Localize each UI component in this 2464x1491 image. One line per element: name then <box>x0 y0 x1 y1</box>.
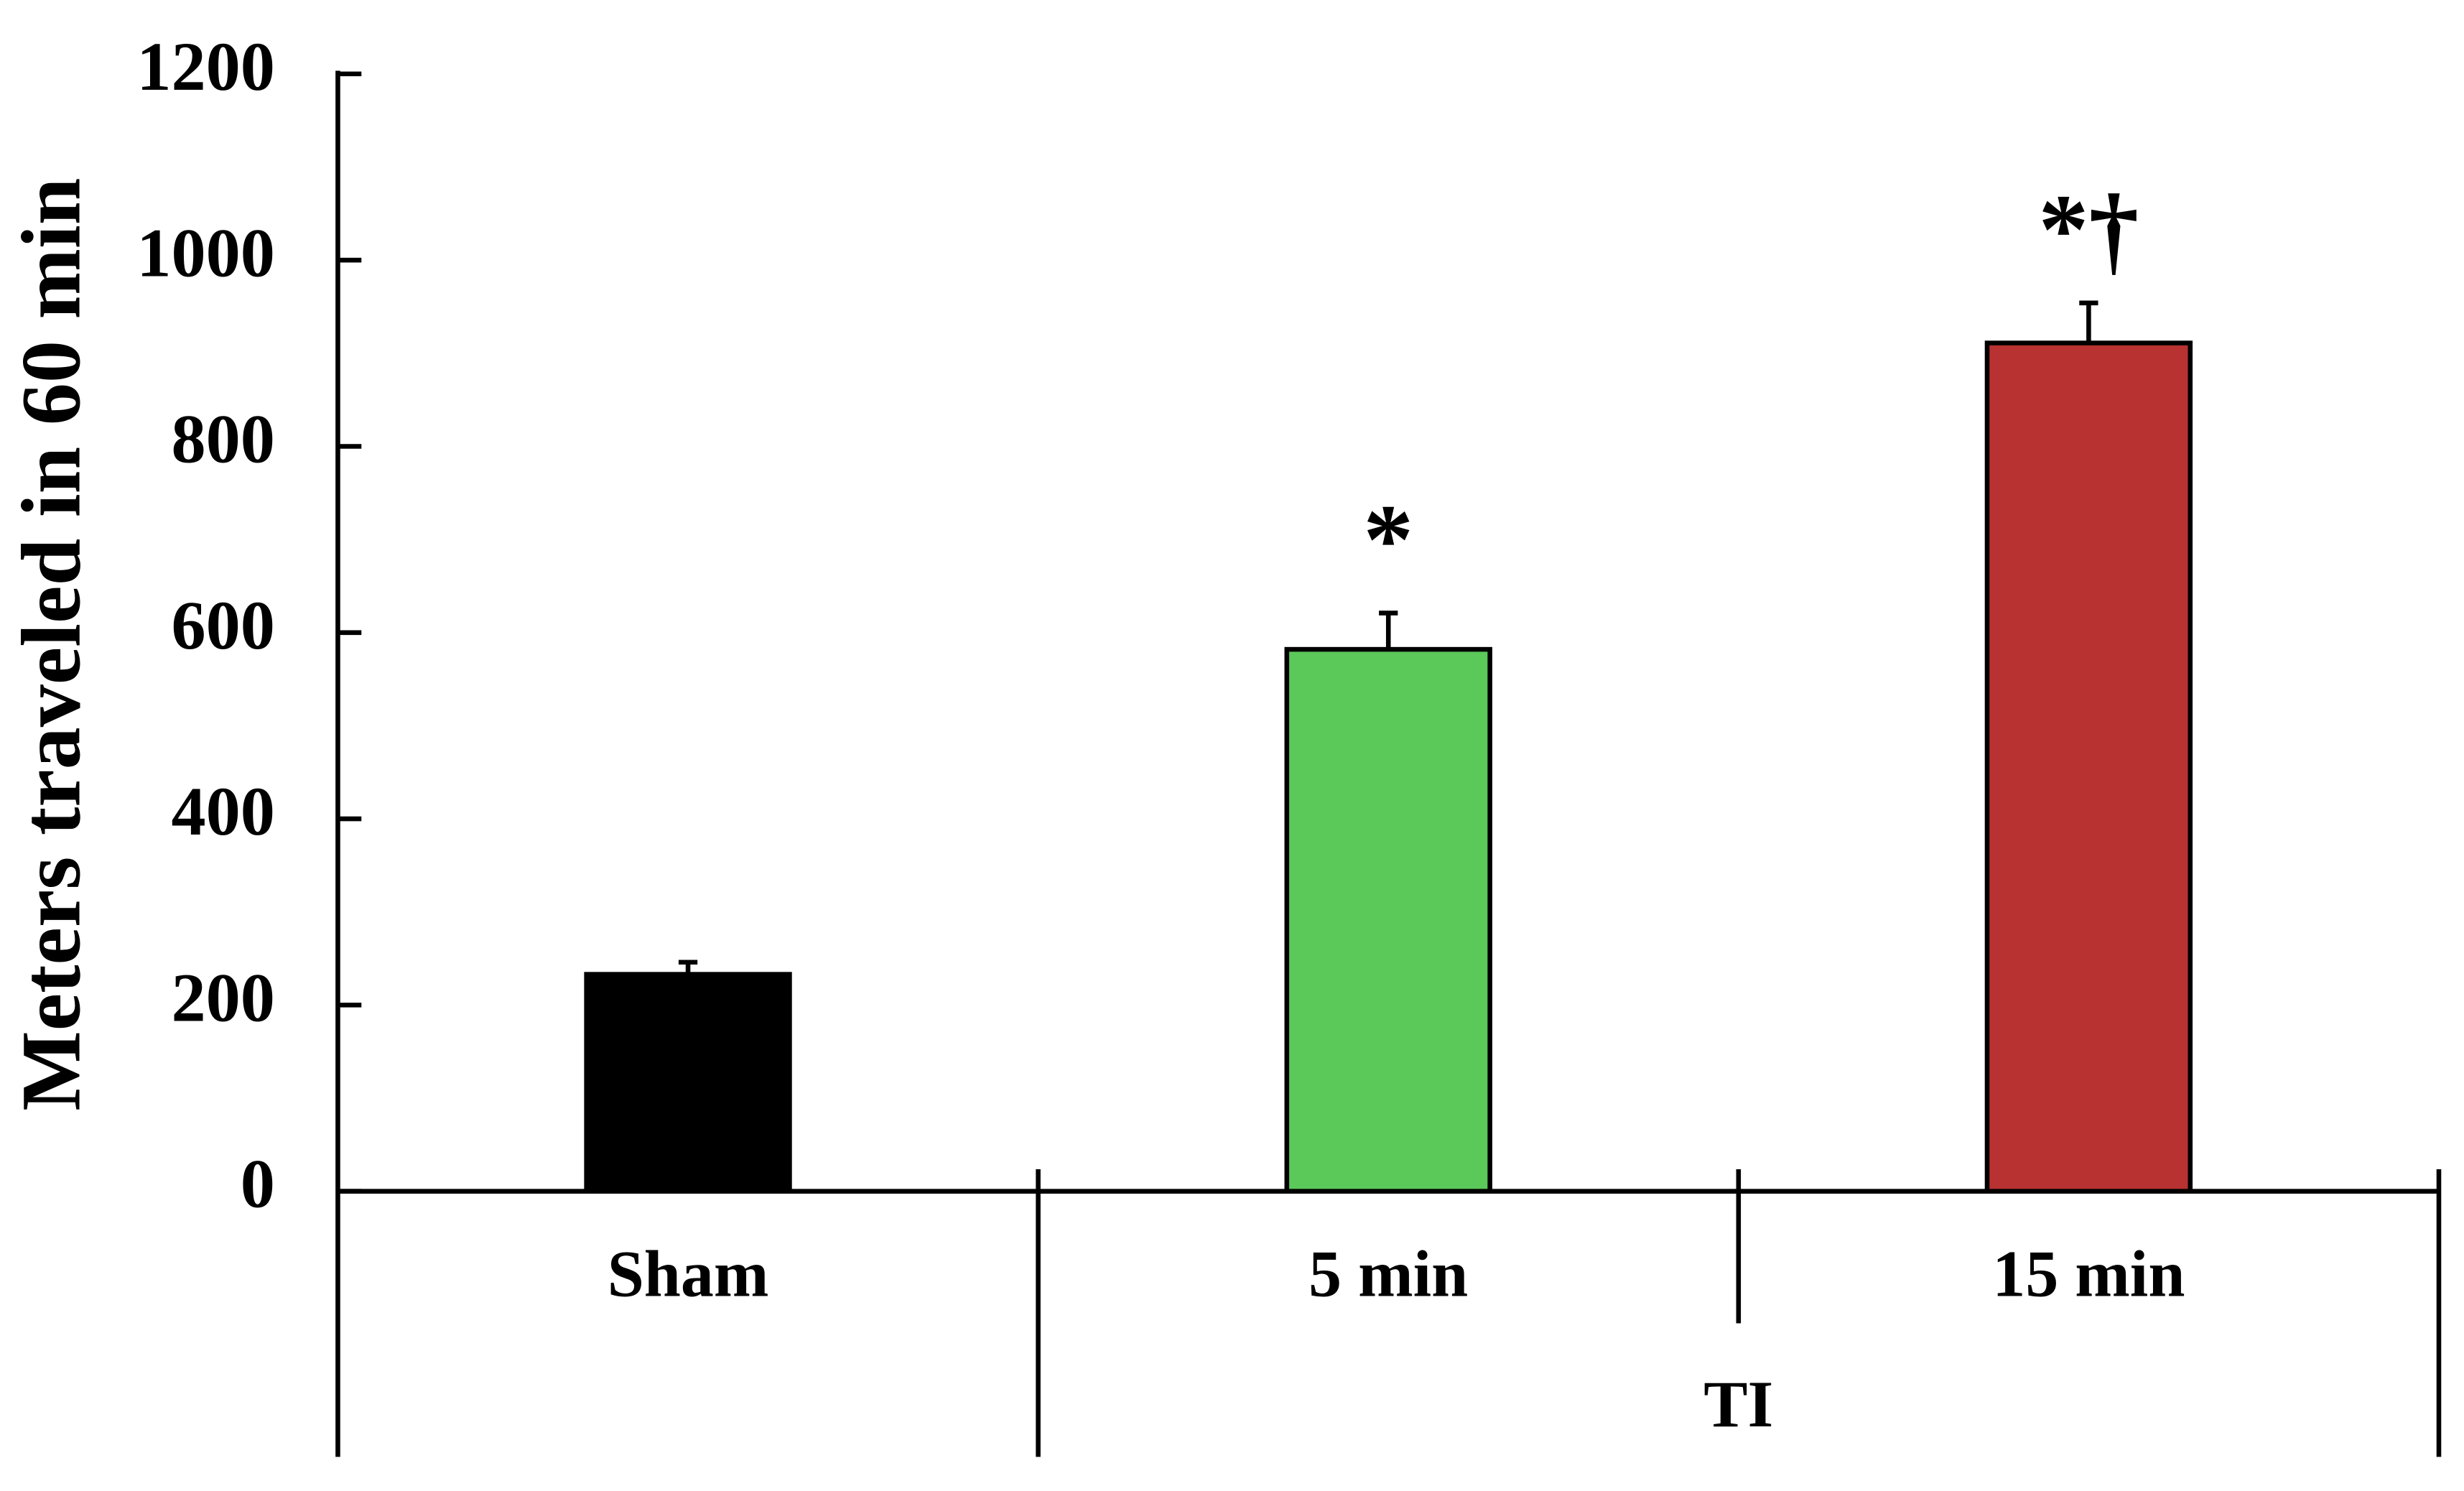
y-tick-label: 800 <box>172 401 275 478</box>
y-tick-label: 400 <box>172 773 275 850</box>
bar <box>1984 340 2193 1194</box>
y-tick-label: 0 <box>241 1146 275 1222</box>
y-tick-label: 600 <box>172 587 275 664</box>
bar <box>584 972 792 1194</box>
y-tick-label: 1000 <box>136 214 275 291</box>
y-tick-label: 200 <box>172 959 275 1036</box>
x-tick-label: Sham <box>608 1237 769 1310</box>
x-tick-label: 15 min <box>1992 1237 2185 1310</box>
significance-label: *† <box>2038 174 2139 285</box>
x-tick-label: 5 min <box>1308 1237 1468 1310</box>
y-tick-label: 1200 <box>136 28 275 105</box>
bar <box>1284 646 1492 1194</box>
y-axis-label: Meters traveled in 60 min <box>4 178 98 1111</box>
significance-label: * <box>1363 484 1413 595</box>
group-label: TI <box>1703 1367 1773 1441</box>
